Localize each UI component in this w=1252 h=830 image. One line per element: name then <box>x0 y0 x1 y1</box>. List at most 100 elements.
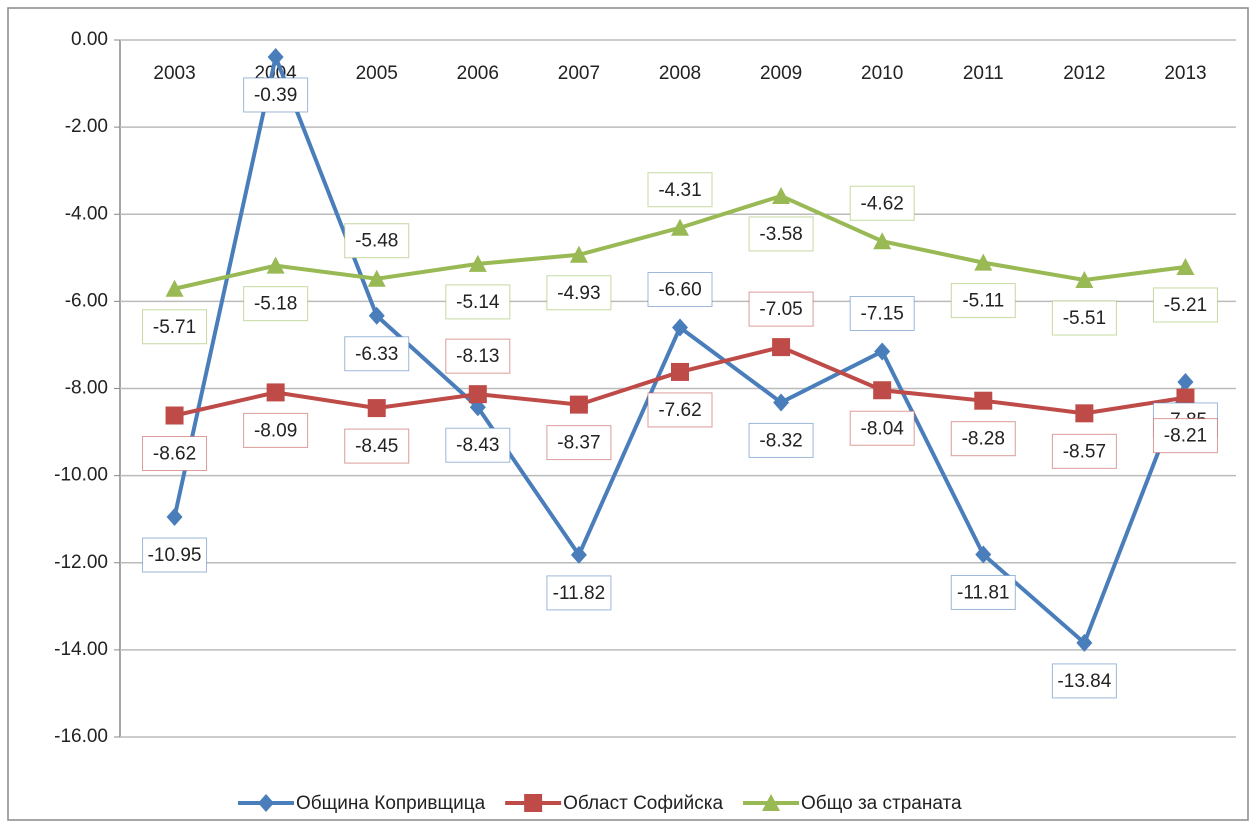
data-label: -8.45 <box>344 428 410 464</box>
data-label-text: -5.51 <box>1063 308 1106 329</box>
data-label-text: -8.32 <box>759 430 802 451</box>
marker <box>570 545 587 564</box>
data-label-box <box>344 336 410 372</box>
data-label: -0.39 <box>243 77 309 113</box>
data-label: -8.13 <box>445 338 511 374</box>
data-label-text: -0.39 <box>254 85 297 106</box>
data-label: -11.81 <box>950 574 1016 610</box>
data-label-box <box>748 216 814 252</box>
y-tick-label: -14.00 <box>54 639 108 660</box>
marker <box>367 399 386 418</box>
data-label-box <box>142 309 208 345</box>
data-label-box <box>849 410 915 446</box>
data-label-text: -7.05 <box>759 299 802 320</box>
data-label-text: -5.14 <box>456 292 500 313</box>
data-label-box <box>243 412 309 448</box>
marker <box>165 406 184 425</box>
y-tick-label: -12.00 <box>54 552 108 573</box>
data-label: -3.58 <box>748 216 814 252</box>
data-label-box <box>344 428 410 464</box>
data-label-box <box>445 427 511 463</box>
data-label-text: -8.13 <box>456 346 499 367</box>
data-label-box <box>647 272 713 308</box>
x-tick-label: 2008 <box>659 63 701 84</box>
data-label-text: -5.18 <box>254 294 297 315</box>
marker <box>267 47 284 66</box>
marker <box>1176 257 1195 275</box>
x-tick-label: 2011 <box>963 63 1004 84</box>
x-tick-label: 2012 <box>1063 63 1105 84</box>
y-tick-label: 0.00 <box>71 29 108 50</box>
data-label: -8.43 <box>445 427 511 463</box>
data-label: -8.09 <box>243 412 309 448</box>
data-label-box <box>1051 300 1117 336</box>
chart-frame <box>7 7 1249 821</box>
data-label-text: -8.57 <box>1063 441 1106 462</box>
y-tick-label: -2.00 <box>65 116 108 137</box>
data-label: -5.48 <box>344 223 410 259</box>
data-label-text: -3.58 <box>759 224 802 245</box>
marker <box>569 395 588 414</box>
data-label: -13.84 <box>1051 663 1117 699</box>
data-label: -4.31 <box>647 172 713 208</box>
data-label: -10.95 <box>142 537 208 573</box>
data-label-box <box>445 284 511 320</box>
data-label-text: -8.45 <box>355 436 398 457</box>
marker <box>368 306 385 325</box>
data-label: -8.04 <box>849 410 915 446</box>
y-tick-label: -10.00 <box>54 465 108 486</box>
data-label-text: -7.15 <box>861 303 904 324</box>
y-tick-label: -6.00 <box>65 290 108 311</box>
data-label: -4.93 <box>546 275 612 311</box>
marker <box>367 269 386 287</box>
data-label-box <box>1152 287 1218 323</box>
marker <box>166 508 183 527</box>
data-label-box <box>950 283 1016 319</box>
marker <box>1176 388 1195 407</box>
marker <box>671 218 689 236</box>
y-tick-label: -8.00 <box>65 378 108 399</box>
data-label-text: -10.95 <box>148 545 202 566</box>
data-label: -8.37 <box>546 425 612 461</box>
marker <box>1075 271 1094 289</box>
data-label: -8.57 <box>1051 433 1117 469</box>
marker <box>772 186 791 204</box>
data-label-box <box>445 338 511 374</box>
marker <box>672 318 688 337</box>
data-label-text: -8.04 <box>861 418 905 439</box>
data-label: -5.14 <box>445 284 511 320</box>
data-label-box <box>748 291 814 327</box>
x-tick-label: 2005 <box>356 63 398 84</box>
data-label-text: -11.82 <box>553 583 605 604</box>
data-label-box <box>344 223 410 259</box>
y-tick-label: -16.00 <box>54 726 108 747</box>
x-tick-label: 2003 <box>153 63 195 84</box>
data-label-text: -4.31 <box>658 180 701 201</box>
data-label: -5.71 <box>142 309 208 345</box>
marker <box>569 245 588 263</box>
data-label-box <box>1051 433 1117 469</box>
data-label: -8.21 <box>1152 418 1218 454</box>
marker <box>266 256 285 274</box>
legend-label: Община Копривщица <box>296 793 486 814</box>
legend-marker <box>524 794 543 812</box>
x-tick-label: 2013 <box>1164 63 1206 84</box>
data-label: -7.15 <box>849 295 915 331</box>
data-label: -8.28 <box>950 421 1016 457</box>
legend-marker <box>258 794 274 812</box>
legend-item: Община Копривщица <box>238 793 486 814</box>
data-label-text: -6.60 <box>658 280 701 301</box>
marker <box>873 381 892 400</box>
data-label: -4.62 <box>849 185 915 221</box>
data-label: -5.18 <box>243 286 309 322</box>
marker <box>1075 404 1094 423</box>
data-label: -5.51 <box>1051 300 1117 336</box>
data-label: -5.11 <box>950 283 1016 319</box>
data-label-text: -5.48 <box>355 231 398 252</box>
data-label-text: -8.21 <box>1164 426 1207 447</box>
data-label-box <box>546 425 612 461</box>
x-tick-label: 2009 <box>760 63 802 84</box>
marker <box>468 385 487 404</box>
data-label-text: -8.43 <box>456 435 499 456</box>
data-label-box <box>849 295 915 331</box>
